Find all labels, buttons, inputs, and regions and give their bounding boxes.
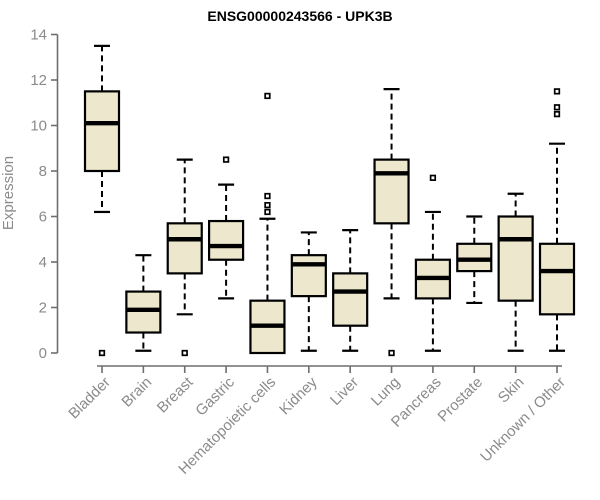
iqr-box [83, 90, 121, 173]
y-tick-label: 10 [30, 118, 47, 135]
box-bladder [83, 44, 121, 357]
box-brain [125, 254, 162, 352]
box-kidney [290, 231, 327, 352]
y-tick-label: 0 [39, 345, 47, 362]
outlier-point [553, 110, 561, 118]
iqr-box [373, 158, 410, 225]
outlier-point [264, 208, 271, 216]
iqr-box [290, 254, 327, 298]
box-breast [166, 158, 203, 357]
y-tick-label: 2 [39, 300, 47, 317]
iqr-box [125, 290, 162, 334]
x-tick-label: Prostate [435, 374, 487, 426]
x-tick-label: Lung [368, 374, 404, 410]
y-tick-label: 6 [39, 209, 47, 226]
box-skin [497, 192, 534, 352]
box-unknown-other [538, 88, 576, 352]
plot-area: 0 2 4 6 8 10 12 14 Bladder BrainBreastGastricHema… [30, 27, 576, 478]
x-tick-label: Bladder [65, 374, 114, 423]
iqr-box [497, 215, 534, 302]
box-pancreas [414, 174, 452, 352]
outlier-point [264, 201, 271, 209]
iqr-box [456, 242, 493, 273]
iqr-box [166, 222, 203, 275]
outlier-point [429, 174, 437, 181]
iqr-box [332, 272, 369, 327]
outlier-point [264, 192, 271, 200]
chart-title: ENSG00000243566 - UPK3B [207, 8, 392, 24]
outlier-point [264, 92, 271, 100]
x-tick-label: Kidney [276, 373, 321, 418]
x-tick-label: Breast [154, 373, 197, 416]
outlier-point [553, 104, 561, 111]
box-prostate [456, 215, 493, 305]
box-liver [332, 229, 369, 352]
outlier-point [181, 349, 188, 357]
box-gastric [207, 156, 245, 300]
outlier-point [553, 88, 561, 95]
y-axis-title: Expression [0, 156, 17, 230]
x-tick-label: Liver [327, 374, 362, 409]
iqr-box [207, 219, 245, 261]
outlier-point [222, 156, 230, 163]
outlier-point [98, 349, 106, 357]
y-axis: 0 2 4 6 8 10 12 14 [30, 27, 59, 362]
y-tick-label: 12 [30, 72, 47, 89]
y-tick-label: 8 [39, 163, 47, 180]
outlier-point [388, 349, 395, 357]
iqr-box [538, 242, 576, 316]
y-tick-label: 4 [39, 254, 47, 271]
box-lung [373, 87, 410, 357]
x-tick-label: Brain [118, 374, 155, 411]
y-tick-label: 14 [30, 27, 47, 44]
box-hematopoietic-cells [249, 92, 286, 355]
x-tick-label: Skin [495, 374, 528, 407]
